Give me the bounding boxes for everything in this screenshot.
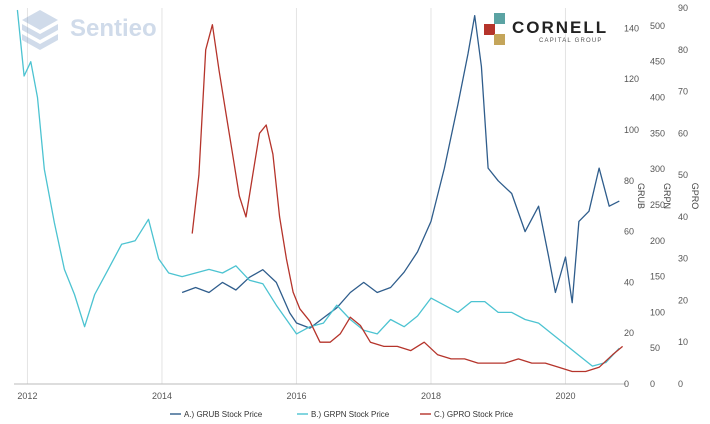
axis-title-grpn: GRPN (662, 183, 672, 209)
y-tick-label-grub: 0 (624, 379, 629, 389)
x-tick-label: 2020 (555, 391, 575, 401)
axis-title-grub: GRUB (636, 183, 646, 209)
series-line-grub (181, 14, 620, 329)
series-line-grpn (16, 9, 620, 367)
legend-item-grub[interactable]: A.) GRUB Stock Price (170, 410, 263, 419)
series-lines (16, 9, 624, 373)
legend-label-grpn: B.) GRPN Stock Price (311, 410, 390, 419)
y-tick-label-grpn: 400 (650, 93, 665, 103)
y-tick-label-grub: 80 (624, 176, 634, 186)
legend-item-grpn[interactable]: B.) GRPN Stock Price (297, 410, 390, 419)
cornell-wordmark: CORNELL (512, 18, 608, 37)
y-tick-label-grpn: 150 (650, 272, 665, 282)
sentieo-logo: Sentieo (22, 10, 157, 50)
y-tick-label-gpro: 50 (678, 170, 688, 180)
y-tick-label-grpn: 50 (650, 343, 660, 353)
y-tick-label-grub: 60 (624, 227, 634, 237)
y-tick-label-gpro: 20 (678, 295, 688, 305)
y-tick-label-gpro: 90 (678, 3, 688, 13)
cornell-logo-icon (494, 13, 505, 24)
y-tick-label-grub: 120 (624, 74, 639, 84)
y-tick-label-grpn: 100 (650, 307, 665, 317)
y-tick-label-grub: 20 (624, 328, 634, 338)
x-tick-label: 2016 (286, 391, 306, 401)
x-tick-label: 2014 (152, 391, 172, 401)
y-tick-label-grpn: 200 (650, 236, 665, 246)
legend-label-grub: A.) GRUB Stock Price (184, 410, 263, 419)
x-tick-label: 2018 (421, 391, 441, 401)
axis-title-gpro: GPRO (690, 183, 700, 210)
y-tick-label-grpn: 450 (650, 57, 665, 67)
cornell-subtitle: CAPITAL GROUP (539, 38, 603, 44)
y-tick-label-grpn: 0 (650, 379, 655, 389)
y-tick-label-gpro: 10 (678, 337, 688, 347)
y-tick-label-grpn: 250 (650, 200, 665, 210)
x-axis-ticks: 2012 2014 2016 2018 2020 (17, 391, 575, 401)
y-tick-label-gpro: 40 (678, 212, 688, 222)
sentieo-logo-icon (22, 10, 58, 30)
y-tick-label-gpro: 70 (678, 87, 688, 97)
y-tick-label-grpn: 500 (650, 21, 665, 31)
y-tick-label-grub: 100 (624, 125, 639, 135)
y-tick-label-grub: 40 (624, 277, 634, 287)
y-tick-label-grpn: 300 (650, 164, 665, 174)
y-tick-label-gpro: 60 (678, 128, 688, 138)
sentieo-wordmark: Sentieo (70, 15, 157, 42)
gridlines (26, 8, 566, 384)
cornell-logo: CORNELL CAPITAL GROUP (484, 13, 608, 45)
y-tick-label-grpn: 350 (650, 128, 665, 138)
y-axis-ticks: 0204060801001201400501001502002503003504… (624, 3, 688, 389)
y-tick-label-gpro: 80 (678, 45, 688, 55)
legend: A.) GRUB Stock Price B.) GRPN Stock Pric… (170, 410, 514, 419)
legend-item-gpro[interactable]: C.) GPRO Stock Price (420, 410, 514, 419)
x-tick-label: 2012 (17, 391, 37, 401)
y-tick-label-gpro: 30 (678, 254, 688, 264)
y-tick-label-grub: 140 (624, 23, 639, 33)
y-tick-label-gpro: 0 (678, 379, 683, 389)
series-line-gpro (191, 24, 624, 373)
legend-label-gpro: C.) GPRO Stock Price (434, 410, 514, 419)
